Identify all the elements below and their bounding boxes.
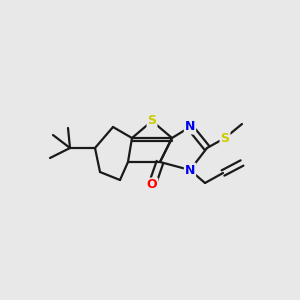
- Text: N: N: [185, 164, 195, 176]
- Text: S: S: [220, 131, 230, 145]
- Text: O: O: [147, 178, 157, 191]
- Text: N: N: [185, 121, 195, 134]
- Text: S: S: [148, 115, 157, 128]
